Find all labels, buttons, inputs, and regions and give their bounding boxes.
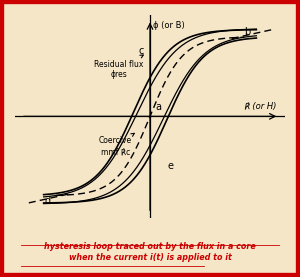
Text: hysteresis loop traced out by the flux in a core
when the current i(t) is applie: hysteresis loop traced out by the flux i… <box>44 242 256 262</box>
Text: Coercive
mmf ℟c: Coercive mmf ℟c <box>99 133 134 156</box>
Text: c: c <box>138 46 143 56</box>
Text: e: e <box>167 161 173 171</box>
Text: d: d <box>45 196 51 206</box>
Text: a: a <box>155 102 161 112</box>
Text: Residual flux
ϕres: Residual flux ϕres <box>94 55 144 79</box>
Text: ϕ (or B): ϕ (or B) <box>153 21 185 30</box>
Text: b: b <box>244 27 250 37</box>
Text: ℟ (or H): ℟ (or H) <box>244 102 277 111</box>
